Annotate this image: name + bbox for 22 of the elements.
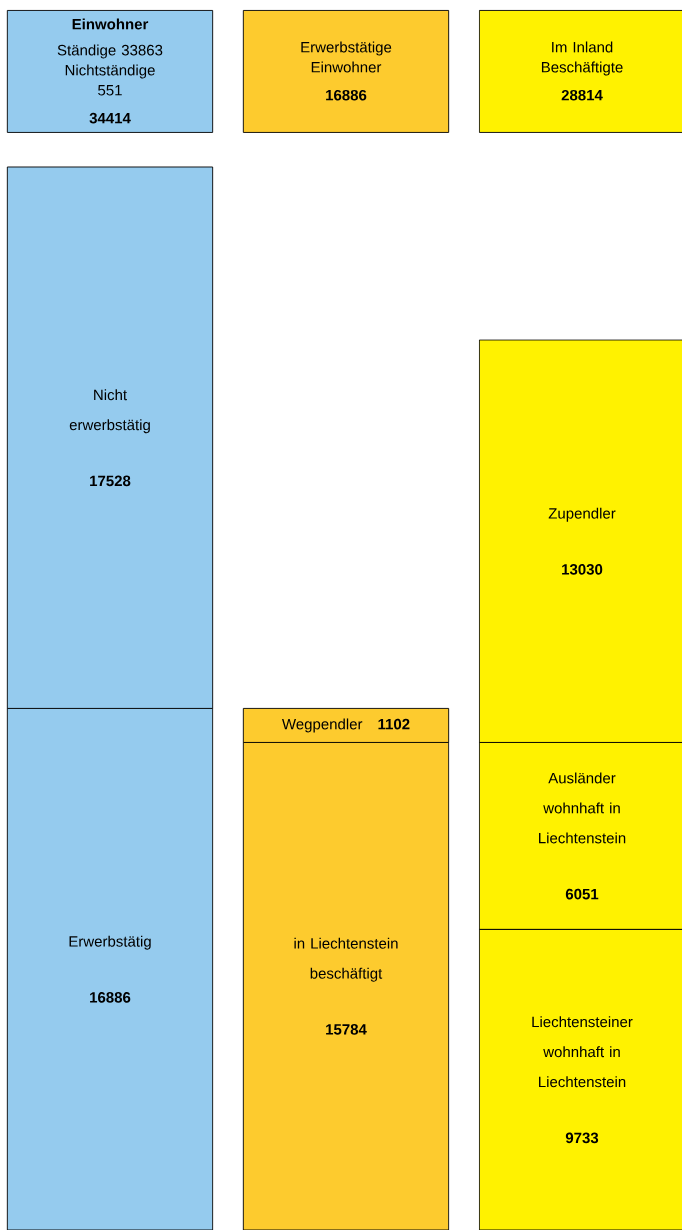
text: Nicht erwerbstätig	[69, 389, 150, 434]
text: Im Inland Beschäftigte	[541, 41, 623, 76]
data-label: 16886	[90, 992, 131, 1003]
data-label: 9733	[565, 1132, 599, 1144]
data-label: 6051	[565, 888, 599, 900]
text: in Liechtenstein beschäftigt	[294, 937, 398, 982]
text: Ausländer wohnhaft in Liechtenstein	[539, 772, 626, 844]
series-label: Wegpendler	[281, 718, 363, 733]
text: Liechtensteiner wohnhaft in Liechtenstein	[532, 1016, 633, 1088]
series-label: Zupendler	[548, 507, 616, 522]
series-label: Erwerbstätig	[69, 935, 151, 950]
data-label: 1102	[378, 718, 410, 730]
text: Einwohner	[72, 18, 149, 30]
text: Ständige 33863	[57, 44, 163, 59]
data-label: 15784	[326, 1024, 367, 1035]
data-label: 17528	[90, 475, 131, 487]
text: Erwerbstätige Einwohner	[301, 41, 392, 73]
data-label: 13030	[562, 564, 603, 575]
text: Nichtständige 551	[65, 64, 155, 96]
text: 34414	[89, 112, 131, 124]
text: 16886	[326, 89, 367, 101]
text: 28814	[561, 89, 603, 101]
